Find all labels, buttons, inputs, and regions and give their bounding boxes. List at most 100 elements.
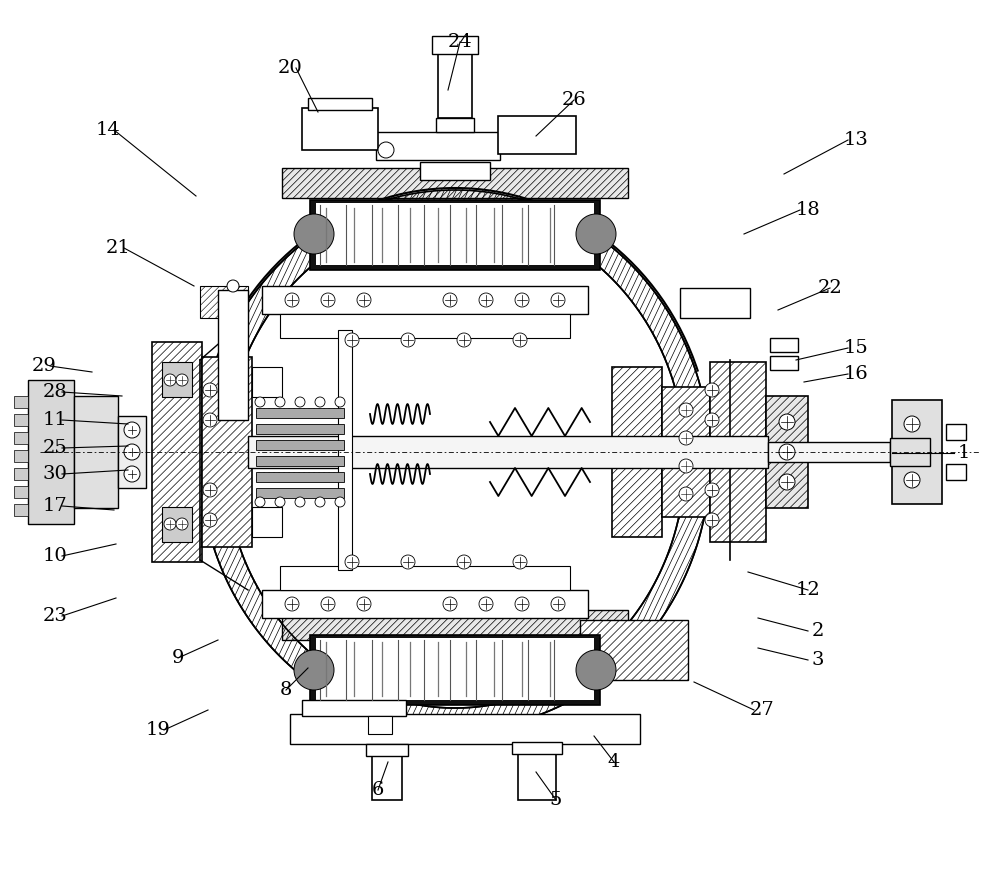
Circle shape bbox=[227, 280, 239, 292]
Bar bbox=[518, 748, 556, 800]
Circle shape bbox=[176, 374, 188, 386]
Circle shape bbox=[345, 333, 359, 347]
Text: 9: 9 bbox=[172, 649, 184, 667]
Circle shape bbox=[679, 459, 693, 473]
Bar bbox=[256, 440, 344, 450]
Circle shape bbox=[285, 597, 299, 611]
Circle shape bbox=[551, 293, 565, 307]
Bar bbox=[256, 488, 344, 498]
Text: 27: 27 bbox=[750, 701, 774, 719]
Circle shape bbox=[203, 413, 217, 427]
Circle shape bbox=[513, 555, 527, 569]
Bar bbox=[432, 36, 478, 54]
Bar bbox=[316, 203, 594, 265]
Circle shape bbox=[335, 497, 345, 507]
Circle shape bbox=[576, 650, 616, 690]
Circle shape bbox=[679, 403, 693, 417]
Polygon shape bbox=[162, 362, 192, 397]
Polygon shape bbox=[200, 190, 710, 730]
Circle shape bbox=[164, 374, 176, 386]
Polygon shape bbox=[612, 367, 662, 537]
Polygon shape bbox=[302, 700, 406, 716]
Bar bbox=[162, 362, 192, 397]
Circle shape bbox=[203, 383, 217, 397]
Text: 24: 24 bbox=[448, 33, 472, 51]
Text: 20: 20 bbox=[278, 59, 302, 77]
Polygon shape bbox=[200, 286, 248, 318]
Circle shape bbox=[124, 444, 140, 460]
Bar bbox=[770, 338, 798, 352]
Polygon shape bbox=[28, 380, 74, 524]
Polygon shape bbox=[432, 36, 478, 54]
Text: 3: 3 bbox=[812, 651, 824, 669]
Text: 6: 6 bbox=[372, 781, 384, 799]
Bar bbox=[420, 162, 490, 180]
Bar bbox=[512, 742, 562, 754]
Circle shape bbox=[255, 397, 265, 407]
Polygon shape bbox=[302, 108, 378, 150]
Bar bbox=[436, 118, 474, 132]
Polygon shape bbox=[710, 362, 766, 542]
Polygon shape bbox=[438, 42, 472, 118]
Bar bbox=[302, 108, 378, 150]
Text: 19: 19 bbox=[146, 721, 170, 739]
Circle shape bbox=[357, 293, 371, 307]
Circle shape bbox=[443, 597, 457, 611]
Bar bbox=[310, 200, 600, 270]
Circle shape bbox=[551, 597, 565, 611]
Text: 17: 17 bbox=[43, 497, 67, 515]
Bar bbox=[310, 635, 600, 705]
Circle shape bbox=[679, 431, 693, 445]
Bar bbox=[580, 620, 688, 680]
Bar bbox=[438, 42, 472, 118]
Circle shape bbox=[315, 497, 325, 507]
Circle shape bbox=[321, 293, 335, 307]
Polygon shape bbox=[256, 440, 344, 450]
Text: 10: 10 bbox=[43, 547, 67, 565]
Bar bbox=[74, 396, 118, 508]
Polygon shape bbox=[518, 748, 556, 800]
Bar bbox=[338, 330, 352, 570]
Circle shape bbox=[164, 518, 176, 530]
Circle shape bbox=[513, 333, 527, 347]
Bar bbox=[256, 408, 344, 418]
Text: 29: 29 bbox=[32, 357, 56, 375]
Text: 16: 16 bbox=[844, 365, 868, 383]
Circle shape bbox=[401, 555, 415, 569]
Circle shape bbox=[295, 397, 305, 407]
Bar bbox=[118, 416, 146, 488]
Bar bbox=[14, 486, 28, 498]
Bar bbox=[14, 450, 28, 462]
Circle shape bbox=[443, 293, 457, 307]
Text: 11: 11 bbox=[43, 411, 67, 429]
Text: 8: 8 bbox=[280, 681, 292, 699]
Circle shape bbox=[904, 416, 920, 432]
Bar bbox=[202, 357, 252, 547]
Circle shape bbox=[275, 397, 285, 407]
Circle shape bbox=[255, 497, 265, 507]
Circle shape bbox=[401, 333, 415, 347]
Bar bbox=[14, 504, 28, 516]
Polygon shape bbox=[256, 472, 344, 482]
Circle shape bbox=[285, 293, 299, 307]
Bar bbox=[162, 507, 192, 542]
Polygon shape bbox=[282, 168, 628, 198]
Circle shape bbox=[479, 597, 493, 611]
Bar bbox=[256, 472, 344, 482]
Polygon shape bbox=[770, 338, 798, 352]
Circle shape bbox=[479, 293, 493, 307]
Bar bbox=[252, 507, 282, 537]
Polygon shape bbox=[256, 408, 344, 418]
Bar bbox=[316, 638, 594, 700]
Circle shape bbox=[705, 513, 719, 527]
Bar bbox=[262, 286, 588, 314]
Bar bbox=[282, 610, 628, 640]
Text: 26: 26 bbox=[562, 91, 586, 109]
Polygon shape bbox=[892, 400, 942, 504]
Polygon shape bbox=[262, 286, 588, 314]
Polygon shape bbox=[282, 610, 628, 640]
Circle shape bbox=[315, 397, 325, 407]
Text: 22: 22 bbox=[818, 279, 842, 297]
Circle shape bbox=[779, 444, 795, 460]
Polygon shape bbox=[372, 752, 402, 800]
